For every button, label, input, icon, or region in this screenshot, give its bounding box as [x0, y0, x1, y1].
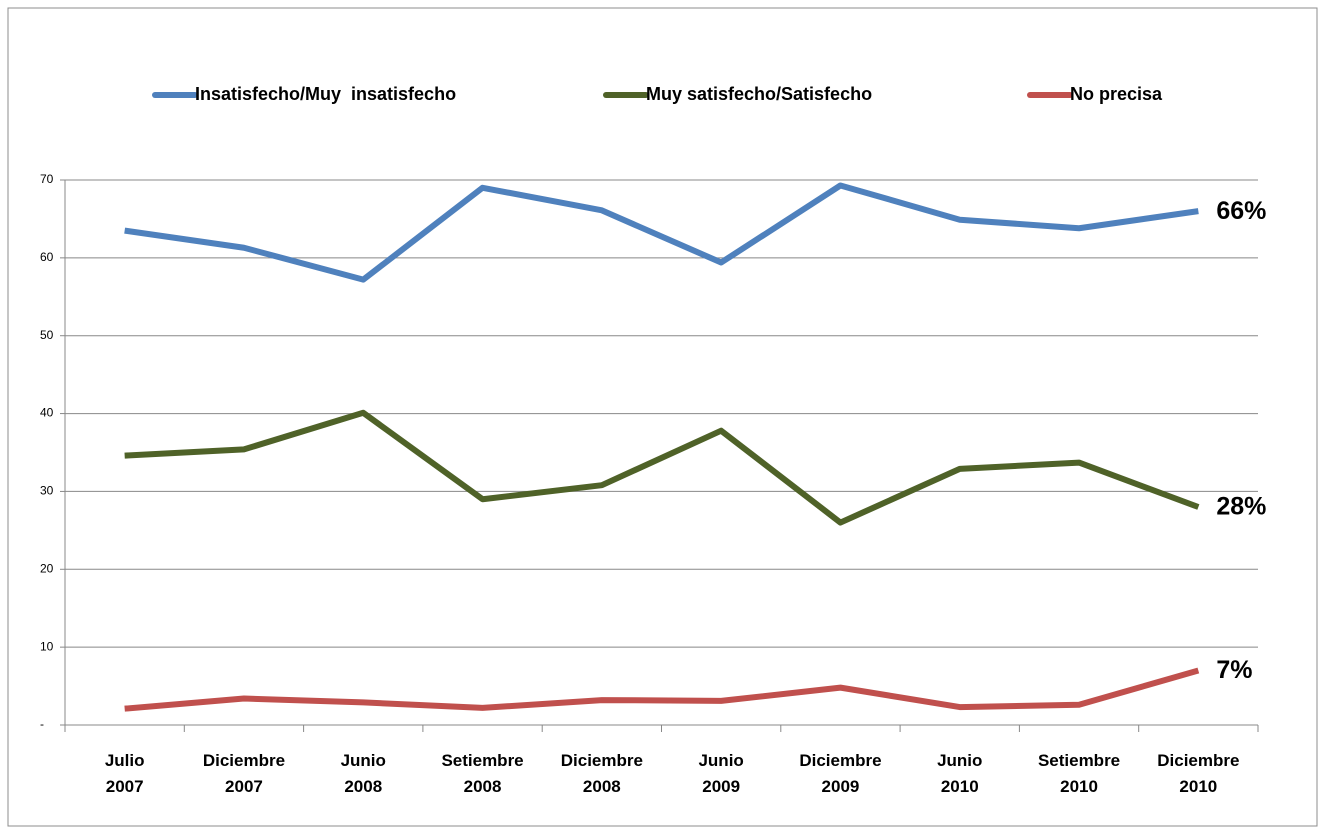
y-tick-label: 40	[40, 406, 54, 420]
legend-label: Muy satisfecho/Satisfecho	[646, 84, 872, 104]
legend-label: No precisa	[1070, 84, 1163, 104]
x-tick-label: Diciembre 2008	[561, 751, 643, 796]
y-tick-label: 10	[40, 639, 54, 653]
x-tick-label: Diciembre 2007	[203, 751, 285, 796]
x-tick-label: Junio 2009	[698, 751, 743, 796]
x-tick-label: Setiembre 2008	[441, 751, 523, 796]
x-tick-label: Setiembre 2010	[1038, 751, 1120, 796]
legend-label: Insatisfecho/Muy insatisfecho	[195, 84, 456, 104]
x-tick-label: Junio 2008	[341, 751, 386, 796]
value-label: 66%	[1216, 197, 1266, 225]
x-tick-label: Julio 2007	[105, 751, 145, 796]
x-tick-label: Diciembre 2009	[799, 751, 881, 796]
x-tick-label: Junio 2010	[937, 751, 982, 796]
value-label: 7%	[1216, 656, 1252, 684]
series-line	[124, 667, 1200, 712]
x-tick-label: Diciembre 2010	[1157, 751, 1239, 796]
chart-border	[7, 7, 1318, 827]
series-line	[124, 409, 1200, 526]
series-line	[124, 182, 1199, 283]
y-tick-label: 60	[40, 250, 54, 264]
y-tick-label: 30	[40, 484, 54, 498]
y-tick-label: -	[40, 717, 44, 731]
value-label: 28%	[1216, 493, 1266, 521]
y-tick-label: 70	[40, 172, 54, 186]
y-tick-label: 50	[40, 328, 54, 342]
y-tick-label: 20	[40, 561, 54, 575]
